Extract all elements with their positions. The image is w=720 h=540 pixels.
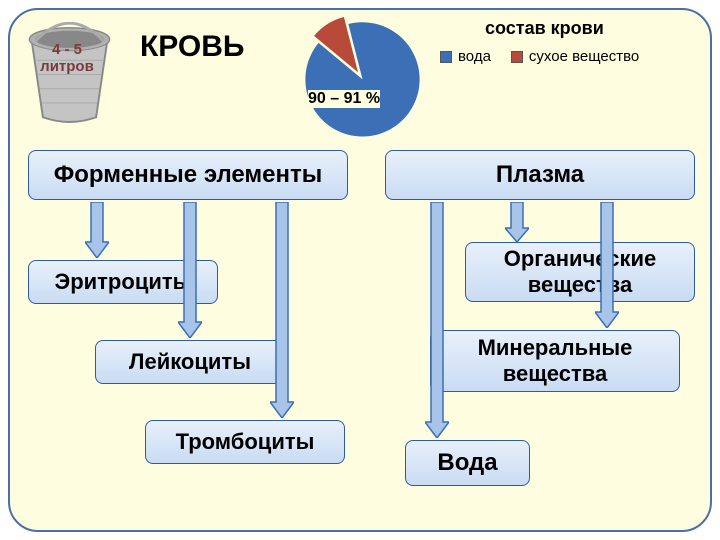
box-water: Вода xyxy=(405,440,530,486)
arrow-5 xyxy=(595,202,619,328)
legend-label: вода xyxy=(458,48,491,65)
pie-chart xyxy=(295,15,430,135)
legend-title: состав крови xyxy=(485,18,604,39)
legend-label: сухое вещество xyxy=(529,48,639,65)
box-formed: Форменные элементы xyxy=(28,150,348,200)
legend-item: сухое вещество xyxy=(511,48,639,65)
bucket-line2: литров xyxy=(40,58,94,75)
box-plasma: Плазма xyxy=(385,150,695,200)
arrow-3 xyxy=(425,202,449,438)
legend: вода сухое вещество xyxy=(440,48,639,65)
box-thromb: Тромбоциты xyxy=(145,420,345,464)
legend-swatch xyxy=(440,51,452,63)
arrow-2 xyxy=(270,202,294,418)
legend-item: вода xyxy=(440,48,491,65)
main-title: КРОВЬ xyxy=(140,30,245,64)
arrow-0 xyxy=(85,202,109,258)
diagram-frame: 4 - 5 литров КРОВЬ 90 – 91 % состав кров… xyxy=(8,8,712,532)
bucket-label: 4 - 5 литров xyxy=(28,42,106,75)
bucket-line1: 4 - 5 xyxy=(52,41,82,58)
box-organic: Органические вещества xyxy=(465,242,695,302)
arrow-4 xyxy=(505,202,529,242)
box-leuk: Лейкоциты xyxy=(95,340,285,384)
box-mineral: Минеральные вещества xyxy=(430,330,680,392)
arrow-1 xyxy=(178,202,202,338)
pie-label: 90 – 91 % xyxy=(308,90,380,108)
legend-swatch xyxy=(511,51,523,63)
